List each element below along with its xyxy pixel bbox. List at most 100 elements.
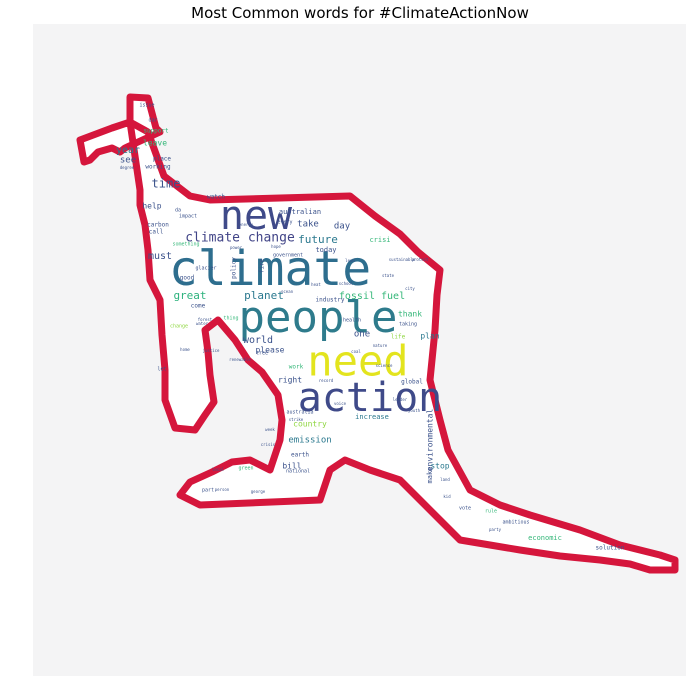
word-earth: earth xyxy=(291,452,309,459)
word-energy: energy xyxy=(239,222,254,227)
word-local: local xyxy=(212,467,225,472)
word-impact: impact xyxy=(179,214,197,220)
word-help: help xyxy=(142,202,161,211)
word-people: people xyxy=(239,292,398,343)
word-let: let xyxy=(157,367,166,373)
word-call: call xyxy=(149,229,164,236)
word-leave: leave xyxy=(143,139,167,148)
word-national: national xyxy=(286,469,310,475)
word-state: state xyxy=(382,273,395,278)
word-take: take xyxy=(297,220,319,230)
word-voice: voice xyxy=(334,401,347,406)
word-person: person xyxy=(215,487,230,492)
word-solution: solution xyxy=(596,545,625,552)
word-rule: rule xyxy=(485,509,497,515)
word-great: great xyxy=(173,289,206,302)
word-science: science xyxy=(376,363,393,368)
kangaroo-mask-outline xyxy=(76,93,679,574)
word-nature: nature xyxy=(373,343,388,348)
word-climate-change: climate change xyxy=(185,231,295,246)
word-home: home xyxy=(180,347,190,352)
word-ocean: ocean xyxy=(281,289,294,294)
word-emission: emission xyxy=(288,436,331,446)
word-renewable: renewable xyxy=(229,357,251,362)
word-come: come xyxy=(191,303,206,310)
word-please: please xyxy=(256,346,285,355)
word-tree: tree xyxy=(256,351,268,357)
word-ambitious: ambitious xyxy=(502,520,529,526)
word-taking: taking xyxy=(399,322,417,328)
word-strike: strike xyxy=(289,417,304,422)
word-life: life xyxy=(391,334,406,341)
word-action: action xyxy=(298,375,443,421)
word-plan: plan xyxy=(420,332,439,341)
word-health: health xyxy=(343,318,361,324)
word-fire: fire xyxy=(259,258,266,273)
word-protect: protect xyxy=(412,257,429,262)
word-degree: degree xyxy=(120,165,135,170)
word-dar: dar xyxy=(148,118,157,124)
word-working: working xyxy=(145,164,171,171)
word-increase: increase xyxy=(355,413,389,421)
word-every: every xyxy=(277,220,292,226)
word-vote: vote xyxy=(459,506,471,512)
word-kid: kid xyxy=(443,494,451,499)
word-heat: heat xyxy=(311,282,321,287)
word-government: government xyxy=(273,253,303,259)
word-george: george xyxy=(251,489,266,494)
word-leader: leader xyxy=(393,397,408,402)
word-global: global xyxy=(401,379,423,386)
word-good: good xyxy=(180,275,195,282)
word-sustainable: sustainable xyxy=(389,257,416,262)
word-youth: youth xyxy=(408,408,421,413)
word-crisi: crisi xyxy=(369,236,390,244)
word-hope: hope xyxy=(271,244,281,249)
word-need: need xyxy=(307,337,408,386)
word-climate: climate xyxy=(169,241,371,297)
word-city: city xyxy=(405,286,415,291)
word-work: work xyxy=(289,364,304,371)
word-stop: stop xyxy=(430,462,449,471)
word-economic: economic xyxy=(528,534,562,542)
word-day: day xyxy=(334,222,351,232)
word-place: place xyxy=(153,156,171,163)
word-environmental: environmental xyxy=(426,409,435,472)
word-australia: australia xyxy=(286,410,313,416)
word-something: something xyxy=(172,242,199,248)
word-one: one xyxy=(354,330,370,340)
word-make: make xyxy=(426,467,434,484)
word-da: da xyxy=(175,208,181,214)
word-year: year xyxy=(116,145,140,156)
word-industry: industry xyxy=(316,297,345,304)
word-change: change xyxy=(170,324,188,330)
word-planet: planet xyxy=(244,289,284,302)
word-new: new xyxy=(220,193,293,239)
word-power: power xyxy=(230,245,243,250)
word-green: green xyxy=(238,466,253,472)
word-right: right xyxy=(278,376,302,385)
word-part: part xyxy=(202,488,214,494)
word-country: country xyxy=(293,420,327,429)
word-coal: coal xyxy=(351,349,361,354)
word-issue: issue xyxy=(139,103,154,109)
word-bill: bill xyxy=(282,462,301,471)
word-justice: justice xyxy=(203,348,220,353)
word-australian: australian xyxy=(279,208,321,216)
word-today: today xyxy=(315,246,336,254)
word-lead: lead xyxy=(345,258,355,263)
figure-title: Most Common words for #ClimateActionNow xyxy=(191,4,529,22)
word-carbon: carbon xyxy=(147,222,169,229)
word-school: school xyxy=(339,281,354,286)
word-see: see xyxy=(120,156,136,166)
word-water: water xyxy=(196,321,209,326)
word-must: must xyxy=(148,251,172,262)
word-thing: thing xyxy=(223,316,238,322)
word-future: future xyxy=(298,233,338,246)
word-party: party xyxy=(489,527,502,532)
word-week: week xyxy=(265,427,275,432)
word-world: world xyxy=(243,335,273,346)
word-fossil-fuel: fossil fuel xyxy=(339,291,405,302)
